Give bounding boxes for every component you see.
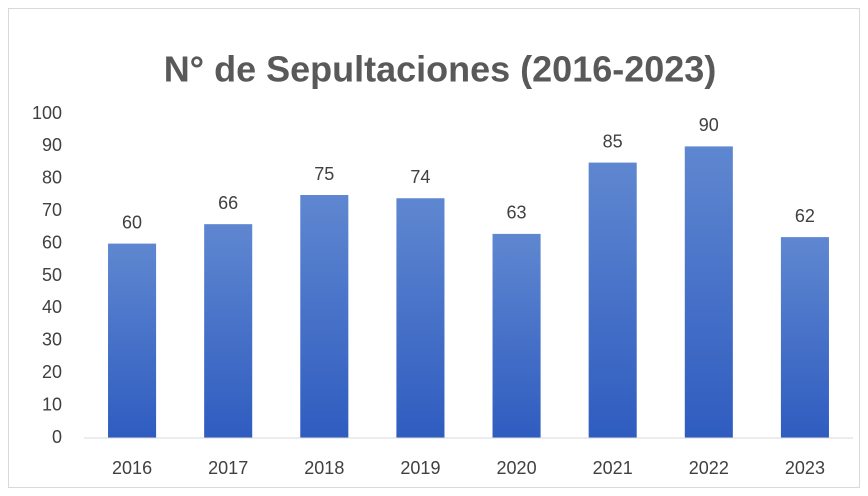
y-tick-label: 30 [42,330,62,350]
x-tick-label: 2020 [497,458,537,478]
chart-title: N° de Sepultaciones (2016-2023) [164,49,717,90]
x-tick-label: 2017 [208,458,248,478]
bar [396,198,445,438]
y-tick-label: 0 [52,427,62,447]
data-label: 63 [507,203,527,223]
bar [684,146,733,438]
x-tick-label: 2019 [400,458,440,478]
data-label: 75 [314,164,334,184]
bar [204,224,253,438]
y-tick-label: 10 [42,394,62,414]
y-tick-label: 70 [42,200,62,220]
data-label: 60 [122,212,142,232]
y-tick-label: 80 [42,168,62,188]
y-tick-label: 40 [42,297,62,317]
y-tick-label: 90 [42,135,62,155]
bar [300,195,349,438]
bar [588,162,637,438]
data-label: 66 [218,193,238,213]
data-label: 85 [603,131,623,151]
data-label: 62 [795,206,815,226]
bar [108,243,157,438]
bar [780,237,829,438]
data-label: 74 [410,167,430,187]
x-tick-label: 2016 [112,458,152,478]
x-tick-label: 2018 [304,458,344,478]
y-tick-label: 100 [32,103,62,123]
x-tick-label: 2022 [689,458,729,478]
y-tick-label: 60 [42,232,62,252]
bar [492,233,541,438]
y-tick-label: 20 [42,362,62,382]
data-label: 90 [699,115,719,135]
y-tick-label: 50 [42,265,62,285]
x-tick-label: 2023 [785,458,825,478]
x-tick-label: 2021 [593,458,633,478]
